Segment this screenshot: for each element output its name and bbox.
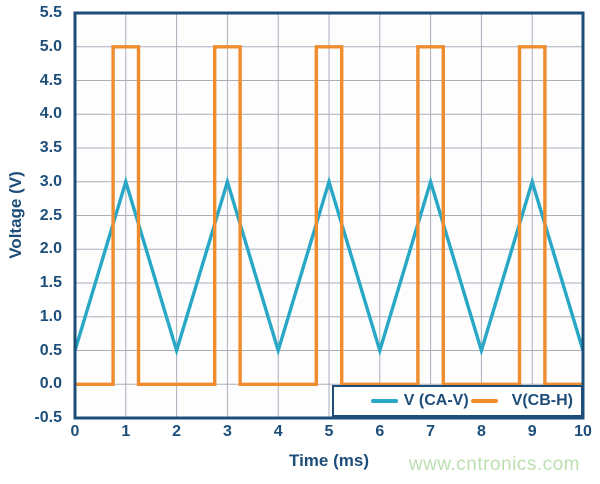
x-tick-label: 2 xyxy=(172,423,182,440)
x-tick-label: 3 xyxy=(222,423,232,440)
x-tick-label: 0 xyxy=(70,423,80,440)
y-tick-label: 2.0 xyxy=(39,240,62,258)
y-tick-label: 3.5 xyxy=(39,139,62,156)
watermark: www.cntronics.com xyxy=(408,454,580,475)
y-tick-label: 1.0 xyxy=(39,307,62,325)
x-tick-label: 5 xyxy=(324,423,334,440)
x-axis-title: Time (ms) xyxy=(289,451,369,470)
x-tick-label: 1 xyxy=(121,423,131,440)
x-tick-label: 7 xyxy=(426,423,436,440)
legend-label-v-ca-v: V (CA-V) xyxy=(403,392,469,409)
x-tick-label: 6 xyxy=(375,423,385,440)
y-tick-label: 2.5 xyxy=(39,206,62,224)
legend-line-sample-teal xyxy=(370,399,398,403)
y-tick-label: 5.5 xyxy=(39,4,62,21)
y-tick-label: 0.0 xyxy=(39,375,62,393)
y-tick-label: 4.0 xyxy=(39,105,62,123)
plot-frame xyxy=(73,11,585,420)
series-line-0 xyxy=(73,175,585,357)
x-tick-label: 8 xyxy=(476,423,486,440)
y-tick-label: 3.0 xyxy=(39,172,62,190)
x-tick-label: 10 xyxy=(574,423,592,440)
legend-label-v-cb-h: V(CB-H) xyxy=(511,392,573,409)
y-tick-label: 0.5 xyxy=(39,341,62,359)
legend: V (CA-V) V(CB-H) xyxy=(332,385,583,417)
y-tick-label: 4.5 xyxy=(39,71,62,89)
y-tick-label: 1.5 xyxy=(39,274,62,291)
y-tick-label: 5.0 xyxy=(39,37,62,55)
y-tick-label: -0.5 xyxy=(34,409,62,426)
legend-line-sample-orange xyxy=(470,399,498,403)
x-tick-label: 4 xyxy=(273,423,283,440)
x-tick-label: 9 xyxy=(527,423,537,440)
series-line-1 xyxy=(75,45,583,386)
